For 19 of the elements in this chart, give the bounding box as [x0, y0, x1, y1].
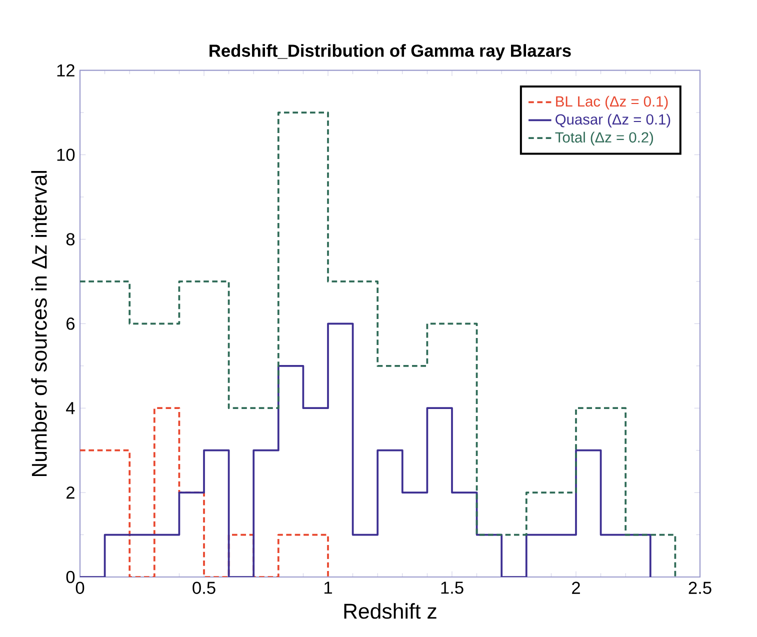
y-tick-label: 2	[66, 486, 74, 499]
x-tick-label: 1.5	[441, 582, 464, 594]
y-tick-label: 6	[66, 318, 75, 330]
x-tick-label: 2.5	[688, 582, 712, 594]
x-tick-label: 1	[324, 582, 332, 594]
x-axis-title: Redshift z	[344, 603, 436, 619]
y-tick-label: 12	[57, 64, 74, 76]
y-tick-label: 0	[66, 570, 75, 584]
legend-label: Quasar (Δz = 0.1)	[556, 114, 670, 128]
legend-label: Total (Δz = 0.2)	[555, 132, 654, 146]
y-tick-label: 4	[66, 402, 75, 414]
chart-title: Redshift_Distribution of Gamma ray Blazars	[210, 44, 571, 60]
y-axis-title: Number of sources in Δz interval	[31, 171, 47, 476]
y-tick-label: 10	[57, 148, 75, 161]
legend-label: BL Lac (Δz = 0.1)	[556, 96, 668, 110]
x-tick-label: 0	[76, 582, 84, 594]
y-tick-label: 8	[66, 233, 75, 246]
x-tick-label: 2	[572, 582, 580, 594]
x-tick-label: 0.5	[192, 582, 216, 594]
